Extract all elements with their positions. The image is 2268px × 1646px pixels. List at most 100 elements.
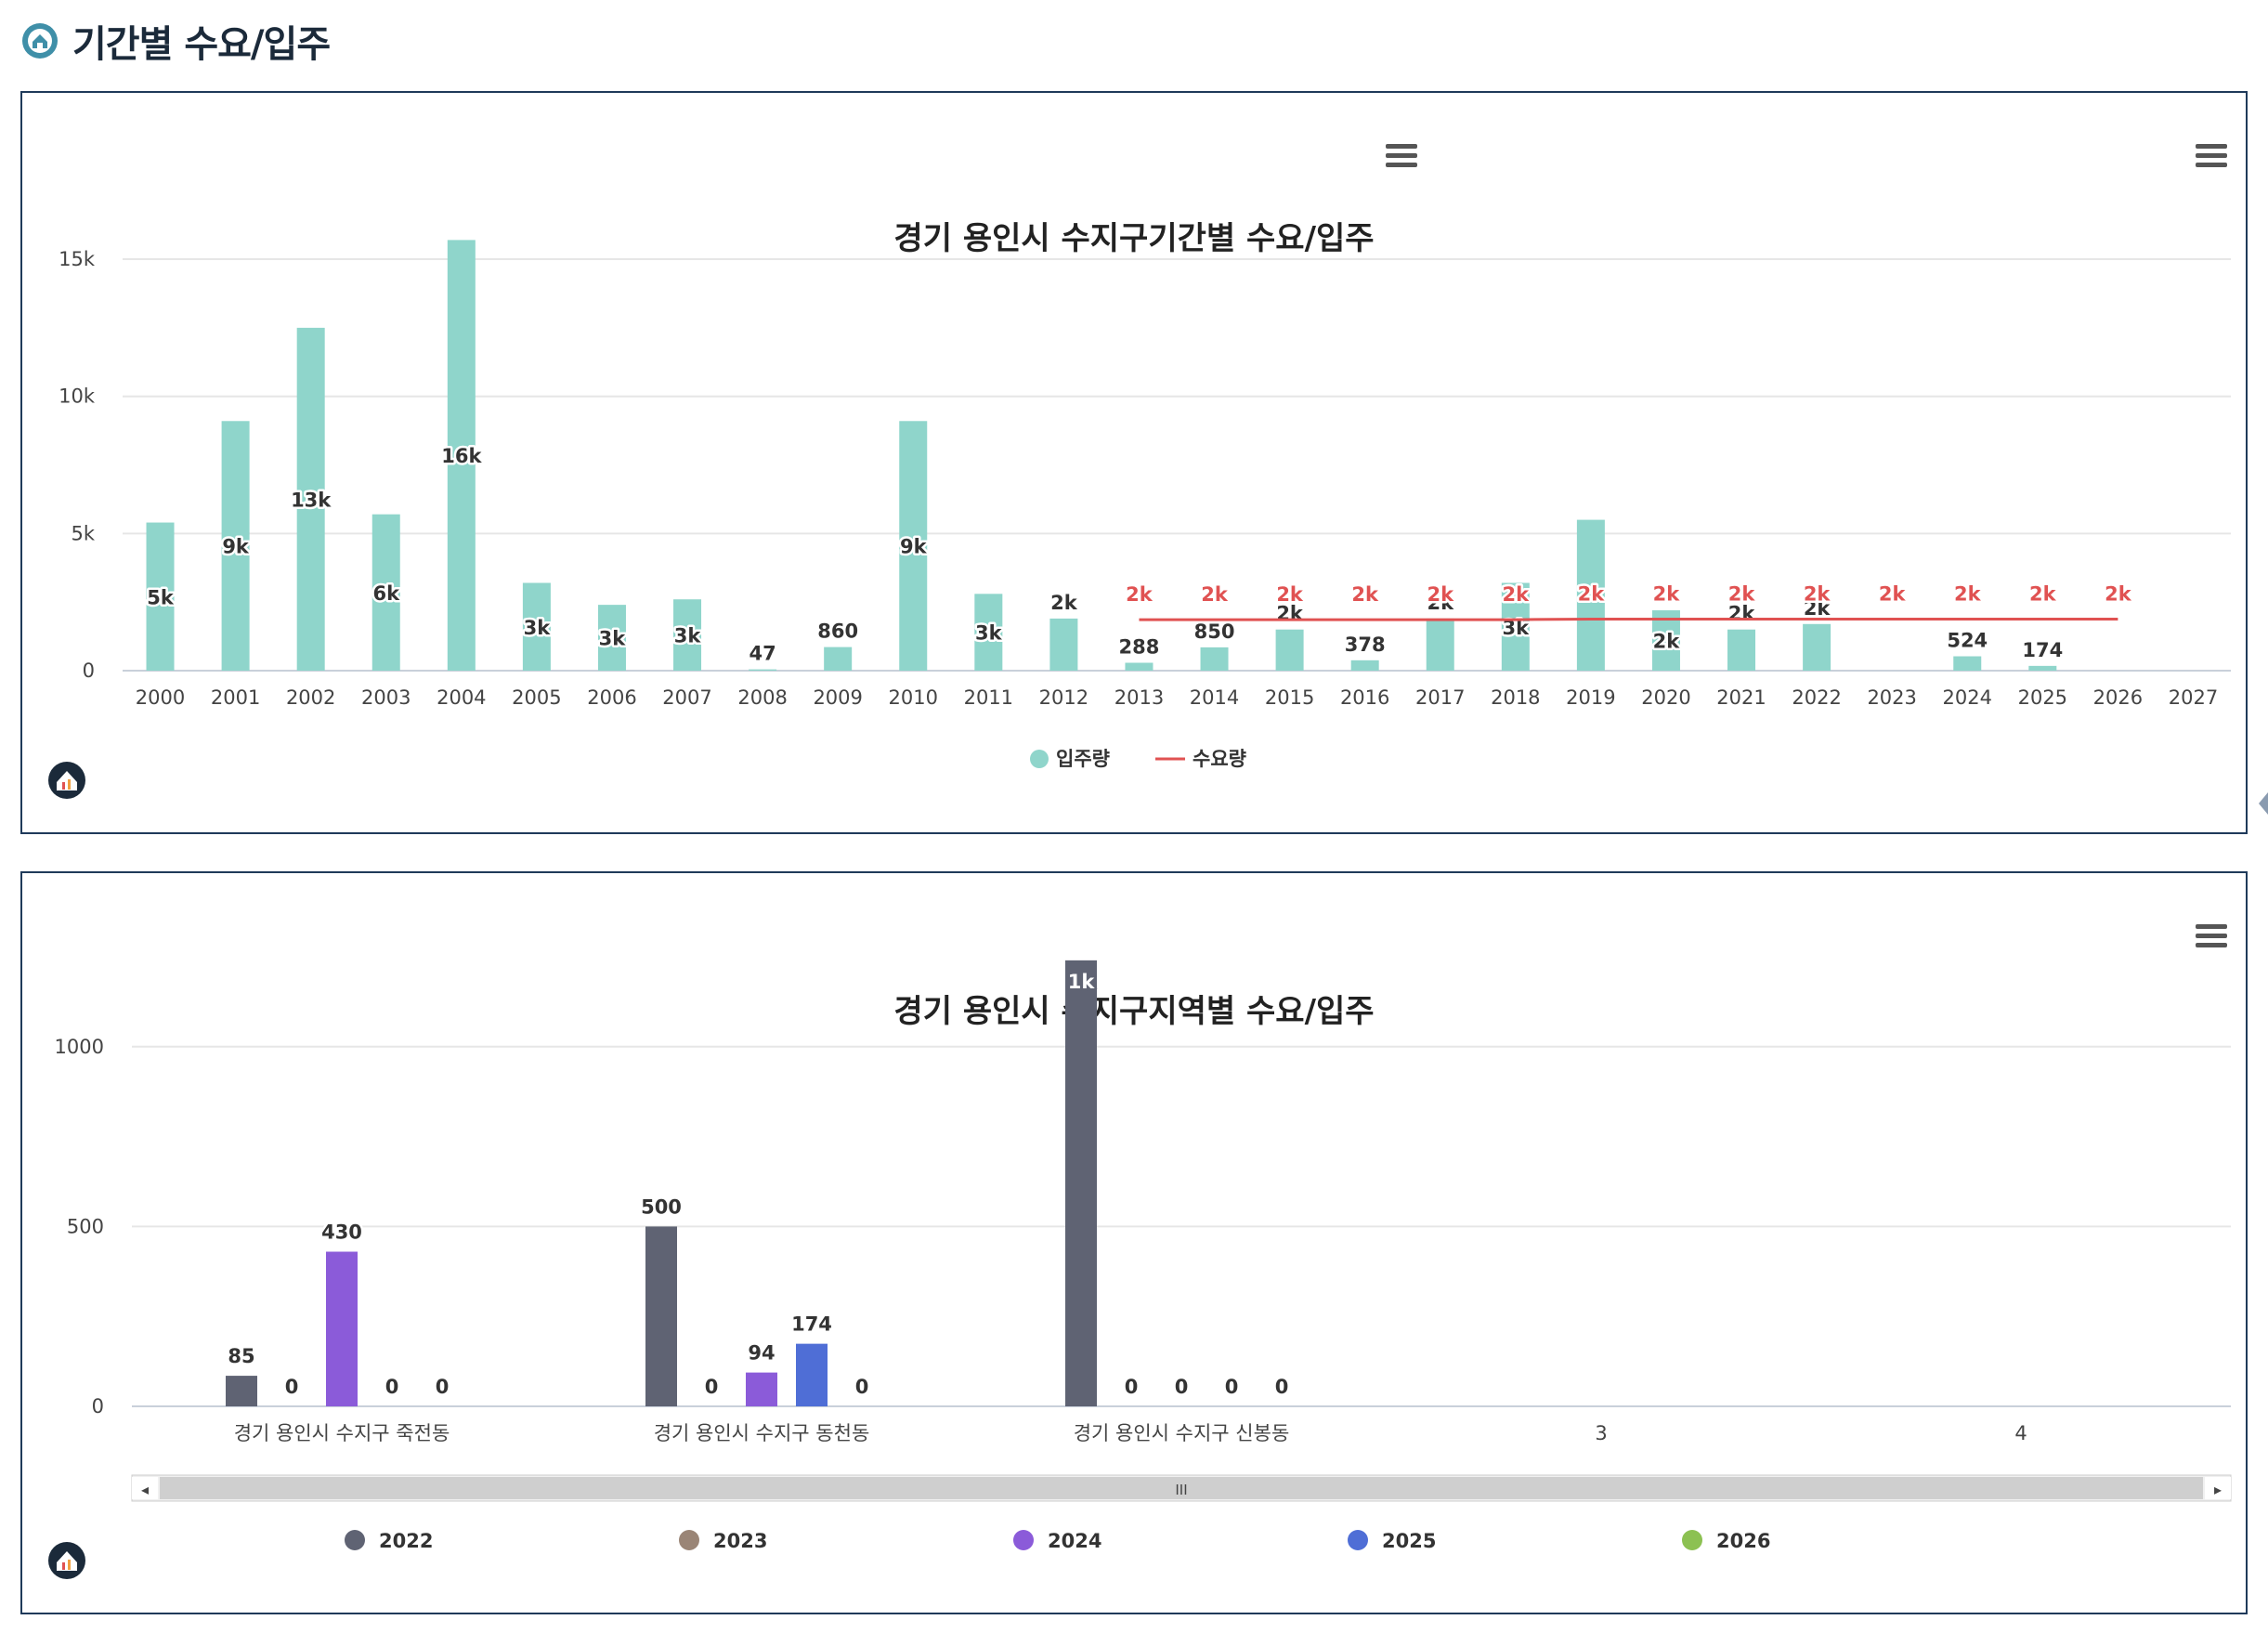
bar-2022[interactable] xyxy=(226,1376,257,1406)
bar-data-label: 0 xyxy=(1175,1376,1189,1398)
bar-2024[interactable] xyxy=(326,1251,358,1406)
legend-label-supply: 입주량 xyxy=(1056,748,1110,770)
x-tick-label: 2010 xyxy=(889,686,938,709)
menu-bar xyxy=(2196,163,2227,167)
legend-marker-2023[interactable] xyxy=(679,1530,699,1550)
hamburger-menu-icon[interactable] xyxy=(1386,144,1417,167)
bar-2022[interactable] xyxy=(1065,960,1097,1406)
x-tick-label: 2026 xyxy=(2093,686,2143,709)
bar-supply[interactable] xyxy=(146,522,175,671)
line-data-label: 2k xyxy=(1276,583,1304,606)
page-header: 기간별 수요/입주 xyxy=(20,13,331,69)
bar-supply[interactable] xyxy=(749,669,777,671)
chart-title: 경기 용인시 수지구기간별 수요/입주 xyxy=(893,220,1374,257)
x-tick-label: 2022 xyxy=(1792,686,1841,709)
bar-supply[interactable] xyxy=(673,599,702,671)
legend-marker-supply[interactable] xyxy=(1030,750,1049,768)
bar-data-label: 174 xyxy=(791,1313,832,1336)
bar-supply[interactable] xyxy=(1049,618,1078,671)
x-tick-label: 2007 xyxy=(662,686,711,709)
bar-supply[interactable] xyxy=(1426,618,1454,671)
bar-2025[interactable] xyxy=(796,1343,828,1406)
legend-marker-2026[interactable] xyxy=(1682,1530,1702,1550)
bar-data-label: 47 xyxy=(749,643,776,665)
x-tick-label: 2008 xyxy=(737,686,787,709)
bar-data-label: 94 xyxy=(748,1342,775,1365)
menu-bar xyxy=(1386,144,1417,149)
bar-supply[interactable] xyxy=(447,240,476,671)
bar-supply[interactable] xyxy=(371,514,400,671)
y-tick-label: 0 xyxy=(83,660,95,682)
line-data-label: 2k xyxy=(1804,582,1831,605)
line-data-label: 2k xyxy=(1427,583,1454,606)
bar-data-label: 288 xyxy=(1119,635,1160,658)
bar-supply[interactable] xyxy=(597,605,626,671)
hamburger-menu-icon[interactable] xyxy=(2196,924,2227,947)
horizontal-scrollbar[interactable]: III ◂ ▸ xyxy=(131,1474,2232,1502)
menu-bar xyxy=(2196,943,2227,947)
bar-supply[interactable] xyxy=(522,582,551,671)
logo-bar-2 xyxy=(68,1560,71,1570)
line-data-label: 2k xyxy=(1578,582,1606,605)
bar-supply[interactable] xyxy=(296,327,325,671)
x-tick-label: 2004 xyxy=(437,686,486,709)
y-tick-label: 15k xyxy=(59,248,96,270)
bar-supply[interactable] xyxy=(1501,582,1530,671)
bar-supply[interactable] xyxy=(1576,519,1605,671)
logo-house xyxy=(57,771,77,790)
bar-data-label: 3k xyxy=(599,628,627,650)
x-tick-label: 2015 xyxy=(1265,686,1314,709)
menu-bar xyxy=(1386,153,1417,158)
x-tick-label: 4 xyxy=(2014,1422,2027,1444)
bar-data-label: 2k xyxy=(1653,631,1681,653)
line-demand[interactable] xyxy=(1139,617,2118,621)
logo-house xyxy=(57,1551,77,1571)
scroll-left-icon: ◂ xyxy=(141,1481,149,1498)
bar-supply[interactable] xyxy=(2028,665,2057,671)
legend-marker-2024[interactable] xyxy=(1013,1530,1034,1550)
bar-supply[interactable] xyxy=(1803,623,1831,671)
scrollbar-thumb[interactable] xyxy=(160,1477,2203,1499)
x-tick-label: 경기 용인시 수지구 신봉동 xyxy=(1074,1422,1290,1444)
x-tick-label: 2001 xyxy=(211,686,260,709)
x-tick-label: 2009 xyxy=(813,686,862,709)
scrollbar-left-button[interactable] xyxy=(132,1477,158,1499)
bar-supply[interactable] xyxy=(824,647,853,671)
legend-marker-2022[interactable] xyxy=(345,1530,365,1550)
y-tick-label: 10k xyxy=(59,385,96,408)
legend-marker-2025[interactable] xyxy=(1348,1530,1368,1550)
bar-supply[interactable] xyxy=(1350,660,1379,671)
x-tick-label: 경기 용인시 수지구 동천동 xyxy=(654,1422,870,1444)
menu-bar xyxy=(2196,934,2227,938)
bar-supply[interactable] xyxy=(1200,647,1229,671)
bar-data-label: 2k xyxy=(1728,603,1756,625)
scrollbar-right-button[interactable] xyxy=(2205,1477,2231,1499)
bar-data-label: 378 xyxy=(1345,634,1386,656)
menu-bar xyxy=(2196,144,2227,149)
bar-data-label: 1k xyxy=(1068,971,1096,993)
bar-data-label: 16k xyxy=(441,445,482,467)
hamburger-menu-icon[interactable] xyxy=(2196,144,2227,167)
bar-2022[interactable] xyxy=(645,1226,677,1406)
x-tick-label: 2002 xyxy=(286,686,335,709)
bar-supply[interactable] xyxy=(1727,629,1756,671)
logo-icon xyxy=(48,762,85,799)
x-tick-label: 2017 xyxy=(1415,686,1465,709)
bar-supply[interactable] xyxy=(1275,629,1304,671)
bar-supply[interactable] xyxy=(899,421,928,671)
page-title: 기간별 수요/입주 xyxy=(72,23,331,66)
bar-supply[interactable] xyxy=(221,421,250,671)
side-collapse-handle[interactable] xyxy=(2259,792,2268,815)
bar-data-label: 0 xyxy=(1275,1376,1289,1398)
line-data-label: 2k xyxy=(1126,583,1154,606)
bar-supply[interactable] xyxy=(1125,662,1154,671)
logo-bar-2 xyxy=(68,779,71,790)
bar-data-label: 2k xyxy=(1427,592,1454,614)
bar-supply[interactable] xyxy=(1953,656,1982,671)
bar-2024[interactable] xyxy=(746,1372,777,1406)
bar-supply[interactable] xyxy=(974,594,1003,671)
scrollbar-grip: III xyxy=(1175,1482,1187,1498)
x-tick-label: 3 xyxy=(1595,1422,1607,1444)
x-tick-label: 2011 xyxy=(964,686,1013,709)
line-data-label: 2k xyxy=(1653,582,1681,605)
